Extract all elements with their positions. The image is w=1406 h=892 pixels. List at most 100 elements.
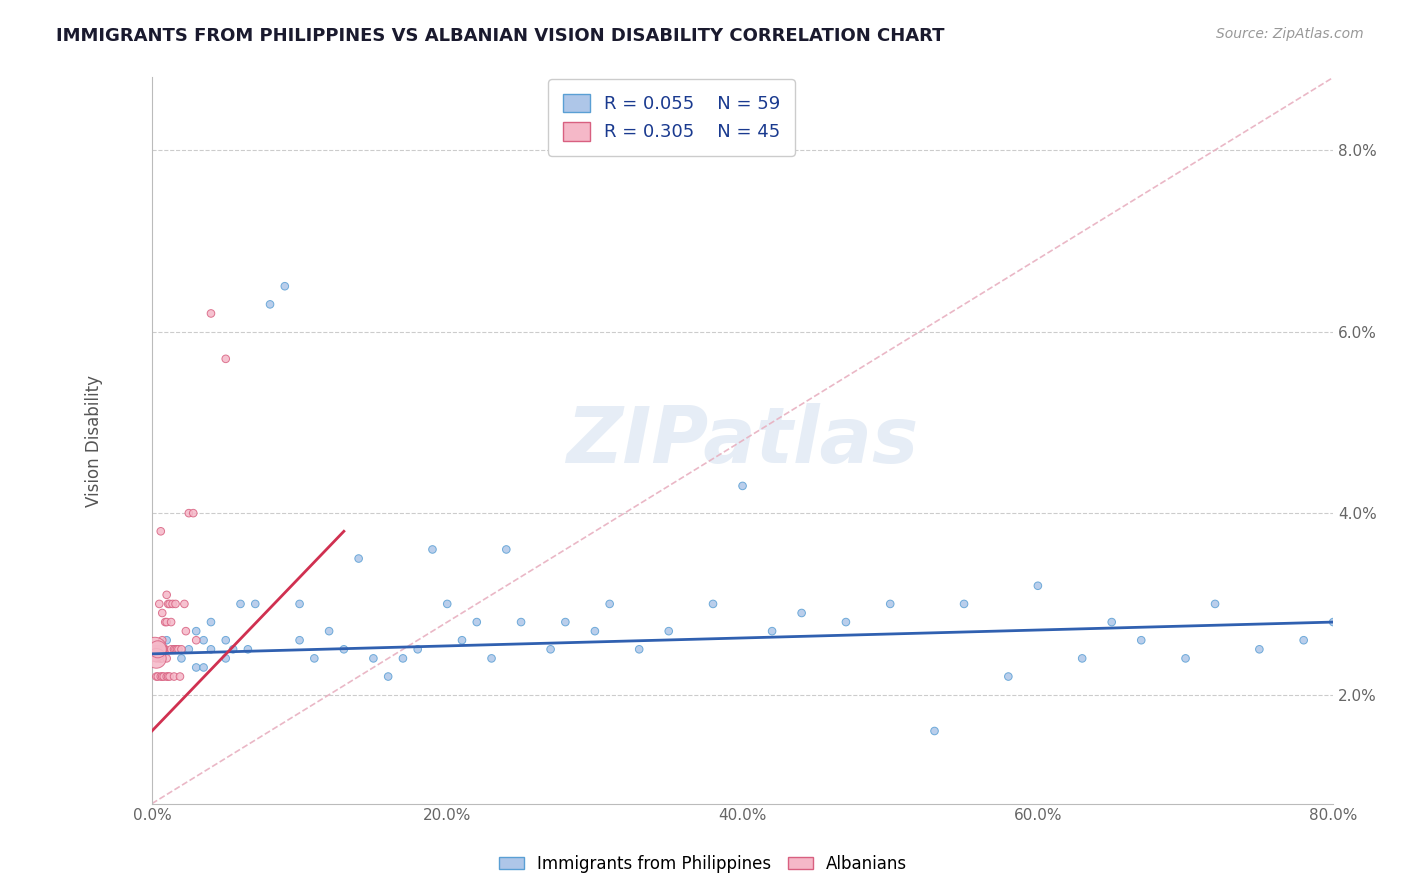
Point	[318, 624, 340, 639]
Point	[156, 633, 179, 648]
Point	[156, 588, 179, 602]
Point	[193, 633, 215, 648]
Point	[1204, 597, 1226, 611]
Point	[143, 642, 166, 657]
Point	[363, 651, 385, 665]
Point	[177, 642, 200, 657]
Point	[761, 624, 783, 639]
Y-axis label: Vision Disability: Vision Disability	[86, 375, 103, 507]
Point	[150, 606, 173, 620]
Point	[146, 642, 169, 657]
Text: ZIPatlas: ZIPatlas	[567, 402, 918, 478]
Point	[149, 669, 172, 683]
Point	[153, 615, 176, 629]
Point	[145, 669, 167, 683]
Point	[481, 651, 503, 665]
Text: IMMIGRANTS FROM PHILIPPINES VS ALBANIAN VISION DISABILITY CORRELATION CHART: IMMIGRANTS FROM PHILIPPINES VS ALBANIAN …	[56, 27, 945, 45]
Point	[143, 642, 166, 657]
Point	[658, 624, 681, 639]
Point	[879, 597, 901, 611]
Point	[150, 669, 173, 683]
Point	[436, 597, 458, 611]
Point	[200, 615, 222, 629]
Point	[186, 633, 208, 648]
Point	[392, 651, 415, 665]
Point	[163, 642, 186, 657]
Point	[167, 642, 190, 657]
Point	[347, 551, 370, 566]
Point	[274, 279, 297, 293]
Point	[160, 615, 183, 629]
Point	[628, 642, 651, 657]
Point	[150, 651, 173, 665]
Point	[288, 633, 311, 648]
Point	[157, 669, 180, 683]
Point	[997, 669, 1019, 683]
Point	[156, 669, 179, 683]
Point	[145, 651, 167, 665]
Point	[406, 642, 429, 657]
Point	[150, 633, 173, 648]
Point	[288, 597, 311, 611]
Point	[165, 642, 187, 657]
Point	[790, 606, 813, 620]
Point	[1322, 615, 1344, 629]
Point	[156, 615, 179, 629]
Point	[193, 660, 215, 674]
Point	[148, 651, 170, 665]
Point	[156, 651, 179, 665]
Point	[215, 633, 238, 648]
Point	[304, 651, 326, 665]
Point	[186, 660, 208, 674]
Point	[146, 669, 169, 683]
Point	[160, 642, 183, 657]
Point	[554, 615, 576, 629]
Point	[1026, 579, 1049, 593]
Point	[166, 642, 188, 657]
Point	[170, 651, 193, 665]
Point	[159, 597, 181, 611]
Point	[169, 669, 191, 683]
Point	[222, 642, 245, 657]
Point	[157, 597, 180, 611]
Point	[422, 542, 444, 557]
Point	[510, 615, 533, 629]
Legend: Immigrants from Philippines, Albanians: Immigrants from Philippines, Albanians	[492, 848, 914, 880]
Point	[1292, 633, 1315, 648]
Point	[540, 642, 562, 657]
Point	[170, 642, 193, 657]
Legend: R = 0.055    N = 59, R = 0.305    N = 45: R = 0.055 N = 59, R = 0.305 N = 45	[548, 79, 794, 156]
Point	[146, 642, 169, 657]
Point	[153, 642, 176, 657]
Point	[215, 651, 238, 665]
Point	[152, 642, 174, 657]
Point	[924, 724, 946, 739]
Point	[377, 669, 399, 683]
Point	[583, 624, 606, 639]
Point	[149, 524, 172, 539]
Point	[1071, 651, 1094, 665]
Point	[163, 669, 186, 683]
Point	[177, 506, 200, 520]
Point	[152, 669, 174, 683]
Point	[229, 597, 252, 611]
Point	[165, 597, 187, 611]
Point	[163, 642, 186, 657]
Point	[953, 597, 976, 611]
Point	[1174, 651, 1197, 665]
Point	[702, 597, 724, 611]
Point	[236, 642, 259, 657]
Point	[200, 306, 222, 320]
Point	[174, 624, 197, 639]
Point	[599, 597, 621, 611]
Point	[162, 597, 184, 611]
Point	[200, 642, 222, 657]
Point	[1101, 615, 1123, 629]
Point	[1130, 633, 1153, 648]
Point	[215, 351, 238, 366]
Point	[333, 642, 356, 657]
Point	[245, 597, 267, 611]
Point	[181, 506, 204, 520]
Point	[451, 633, 474, 648]
Point	[259, 297, 281, 311]
